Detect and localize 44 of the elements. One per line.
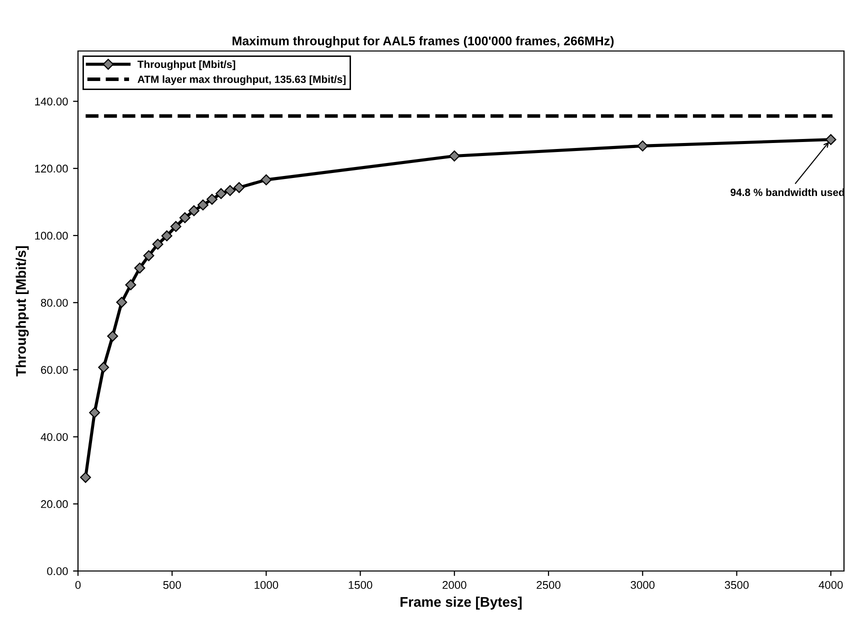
point bbox=[260, 174, 272, 186]
y-tick-label: 100.00 bbox=[35, 232, 68, 240]
y-tick-label: 40.00 bbox=[40, 433, 68, 441]
point bbox=[224, 185, 236, 196]
point bbox=[107, 330, 118, 342]
point bbox=[143, 250, 154, 262]
point bbox=[116, 296, 128, 308]
x-tick-label: 2500 bbox=[536, 581, 560, 589]
y-tick-label: 80.00 bbox=[40, 298, 68, 307]
point bbox=[637, 140, 648, 152]
point bbox=[170, 220, 182, 232]
x-tick-label: 4000 bbox=[818, 581, 843, 589]
x-tick-label: 1000 bbox=[254, 581, 278, 589]
point bbox=[179, 212, 190, 224]
point bbox=[89, 407, 100, 418]
point bbox=[152, 238, 164, 250]
point bbox=[125, 279, 136, 290]
point bbox=[98, 362, 110, 373]
y-tick-label: 120.00 bbox=[35, 164, 68, 173]
y-tick-label: 20.00 bbox=[41, 500, 68, 508]
x-tick-label: 500 bbox=[163, 581, 181, 589]
x-tick-label: 2000 bbox=[442, 581, 466, 589]
point bbox=[198, 200, 208, 210]
x-axis-title: Frame size [Bytes] bbox=[400, 596, 522, 610]
point bbox=[216, 188, 227, 200]
chart-title: Maximum throughput for AAL5 frames (100'000 frames, 266MHz) bbox=[232, 36, 614, 48]
point bbox=[134, 262, 146, 274]
x-tick-label: 3000 bbox=[630, 581, 655, 589]
y-axis-title: Throughput [Mbit/s] bbox=[16, 246, 29, 376]
point bbox=[234, 182, 245, 194]
y-tick-label: 60.00 bbox=[41, 366, 68, 374]
point bbox=[448, 150, 460, 162]
x-tick-label: 0 bbox=[75, 581, 81, 589]
x-tick-label: 1500 bbox=[348, 581, 372, 589]
x-tick-label: 3500 bbox=[724, 581, 749, 589]
y-tick-label: 140.00 bbox=[35, 98, 68, 106]
legend-label: Throughput [Mbit/s] bbox=[137, 60, 236, 70]
point bbox=[80, 472, 91, 483]
legend-label: ATM layer max throughput, 135.63 [Mbit/s] bbox=[138, 75, 346, 86]
point bbox=[206, 194, 218, 205]
y-tick-label: 0.00 bbox=[47, 567, 68, 576]
point bbox=[161, 230, 172, 242]
point bbox=[188, 205, 200, 216]
point bbox=[825, 134, 836, 146]
